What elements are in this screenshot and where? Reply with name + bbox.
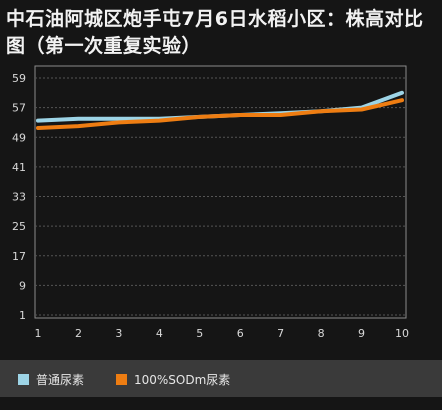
y-tick-label: 41 xyxy=(12,161,26,174)
chart-title: 中石油阿城区炮手屯7月6日水稻小区：株高对比图（第一次重复实验） xyxy=(6,8,424,57)
x-tick-label: 1 xyxy=(35,327,42,340)
y-tick-label: 17 xyxy=(12,250,26,263)
data-point-series-2 xyxy=(76,124,80,128)
y-axis-ticks: 1 9 17 25 33 41 49 57 59 xyxy=(12,72,26,322)
series-lines xyxy=(36,90,404,130)
legend-item-series-1: 普通尿素 xyxy=(18,370,84,388)
legend-item-series-2: 100%SODm尿素 xyxy=(116,370,230,388)
x-tick-label: 4 xyxy=(156,327,163,340)
x-tick-label: 9 xyxy=(358,327,365,340)
y-tick-label: 1 xyxy=(19,309,26,322)
y-tick-label: 57 xyxy=(12,102,26,115)
x-tick-label: 2 xyxy=(75,327,82,340)
data-point-series-2 xyxy=(198,115,202,119)
legend-swatch-series-2 xyxy=(116,373,127,385)
y-tick-label: 25 xyxy=(12,220,26,233)
legend-label-series-2: 100%SODm尿素 xyxy=(134,372,231,387)
data-point-series-2 xyxy=(279,113,283,117)
data-point-series-1 xyxy=(117,117,121,121)
data-point-series-1 xyxy=(36,119,40,123)
grid-lines xyxy=(34,65,407,319)
y-tick-label: 49 xyxy=(12,131,26,144)
data-point-series-2 xyxy=(117,120,121,124)
legend-label-series-1: 普通尿素 xyxy=(36,372,85,387)
x-tick-label: 10 xyxy=(395,327,409,340)
data-point-series-2 xyxy=(400,98,404,102)
x-tick-label: 6 xyxy=(237,327,244,340)
data-point-series-2 xyxy=(360,107,364,111)
legend: 普通尿素 100%SODm尿素 xyxy=(0,360,442,397)
data-point-series-2 xyxy=(36,126,40,130)
x-axis-ticks: 1 2 3 4 5 6 7 8 9 10 xyxy=(35,327,410,340)
data-point-series-2 xyxy=(238,113,242,117)
x-tick-label: 7 xyxy=(277,327,284,340)
x-tick-label: 3 xyxy=(115,327,122,340)
data-point-series-2 xyxy=(319,109,323,113)
y-tick-label: 59 xyxy=(12,72,26,85)
legend-swatch-series-1 xyxy=(18,373,29,385)
data-point-series-1 xyxy=(400,91,404,95)
line-chart: 1 9 17 25 33 41 49 57 59 1 2 3 4 5 6 7 8 9 10 xyxy=(12,65,410,340)
x-tick-label: 5 xyxy=(196,327,203,340)
data-point-series-2 xyxy=(157,119,161,123)
series-line-2 xyxy=(36,98,404,130)
plot-border xyxy=(34,65,407,319)
y-tick-label: 9 xyxy=(19,279,26,292)
x-tick-label: 8 xyxy=(318,327,325,340)
data-point-series-1 xyxy=(76,117,80,121)
y-tick-label: 33 xyxy=(12,191,26,204)
